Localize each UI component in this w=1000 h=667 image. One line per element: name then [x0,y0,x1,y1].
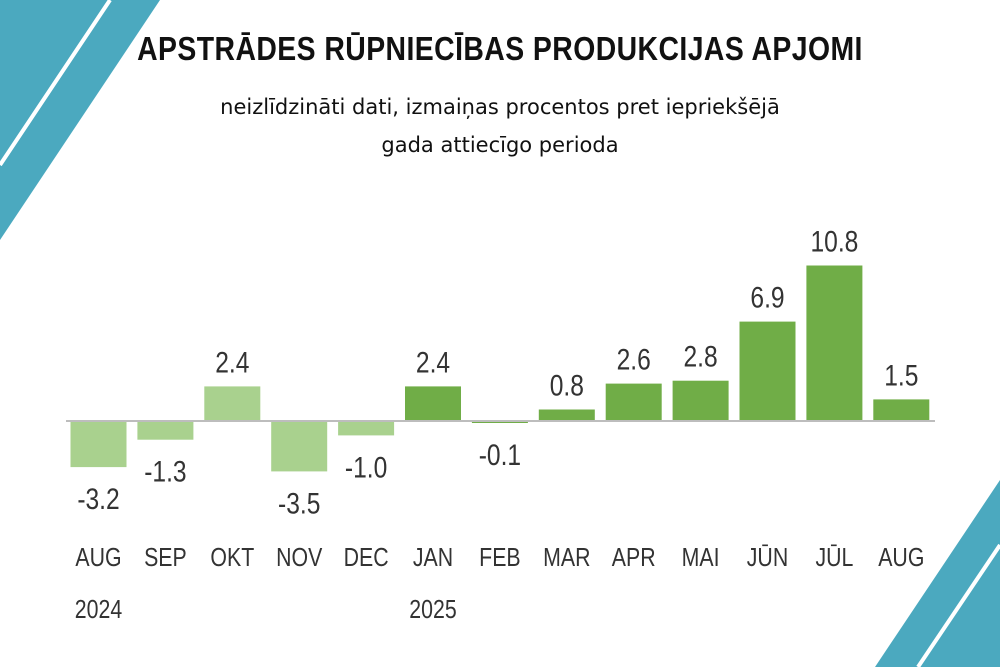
month-label-11: JŪL [815,543,853,573]
value-label-10: 6.9 [750,280,784,314]
bar-10 [739,321,796,421]
value-label-8: 2.6 [617,342,651,376]
month-label-10: JŪN [747,543,788,573]
month-label-4: DEC [344,543,389,573]
year-label-0: 2024 [75,595,122,625]
bar-12 [873,399,930,421]
month-label-1: SEP [144,543,187,573]
bars-group [70,265,930,472]
value-label-2: 2.4 [215,345,249,379]
value-label-12: 1.5 [884,358,918,392]
month-label-7: MAR [543,543,590,573]
value-label-4: -1.0 [345,450,387,484]
month-label-2: OKT [210,543,254,573]
value-label-0: -3.2 [77,482,119,516]
month-label-3: NOV [276,543,322,573]
bottom-right-accent-outer [875,480,1000,667]
top-left-accent-stripe [0,0,112,167]
bar-11 [806,265,863,421]
bar-7 [538,409,595,421]
month-label-12: AUG [878,543,924,573]
value-label-6: -0.1 [479,438,521,472]
value-label-5: 2.4 [416,345,450,379]
bar-8 [605,383,662,421]
chart-subtitle-line1: neizlīdzināti dati, izmaiņas procentos p… [220,95,780,119]
bar-1 [137,421,194,440]
month-label-5: JAN [413,543,453,573]
value-label-3: -3.5 [278,486,320,520]
month-label-8: APR [612,543,656,573]
value-label-9: 2.8 [684,339,718,373]
bar-0 [70,421,127,468]
bottom-right-accent-stripe [916,543,1000,667]
value-label-1: -1.3 [144,454,186,488]
bar-2 [204,386,261,421]
value-label-11: 10.8 [810,224,858,258]
value-label-7: 0.8 [550,368,584,402]
top-left-accent-outer [0,0,160,240]
month-label-9: MAI [682,543,720,573]
bar-9 [672,380,729,421]
labels-group: -3.2 AUG 2024 -1.3 SEP 2.4 OKT -3.5 NOV -1.0 DEC 2.… [75,224,925,624]
year-label-5: 2025 [409,595,456,625]
chart-title: APSTRĀDES RŪPNIECĪBAS PRODUKCIJAS APJOMI [137,30,863,67]
bar-5 [405,386,461,421]
month-label-0: AUG [75,543,121,573]
bar-3 [271,421,328,472]
chart-subtitle-line2: gada attiecīgo perioda [381,133,619,157]
bar-4 [338,421,395,436]
month-label-6: FEB [479,543,520,573]
